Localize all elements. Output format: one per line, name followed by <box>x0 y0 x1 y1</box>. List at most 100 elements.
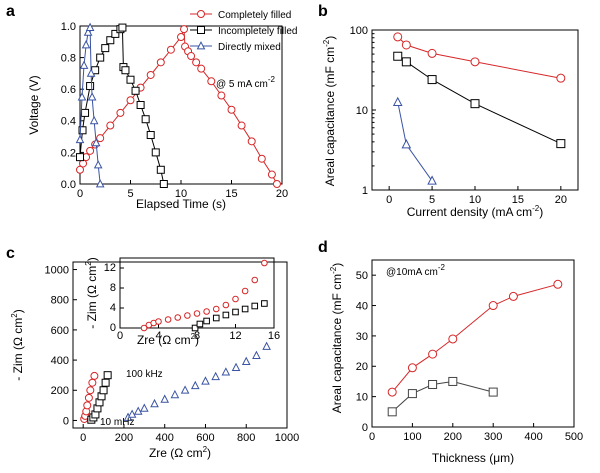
c-ylabel-sup: 2 <box>10 313 19 318</box>
pc-ytick-label: 1000 <box>45 264 69 276</box>
c-inset-point <box>222 311 230 319</box>
pc-ytick-label: 800 <box>51 295 69 307</box>
pa-point <box>81 40 91 49</box>
pa-point <box>131 86 140 95</box>
b-ylabel: Areal capacitance (mF cm-2) <box>322 36 337 187</box>
c-inset-point <box>212 305 220 313</box>
b-xlabel-base: Current density (mA cm <box>407 205 532 219</box>
pc-ytick-label: 200 <box>51 385 69 397</box>
pa-ytick-label: 0.2 <box>61 147 76 159</box>
pa-xtick-label: 20 <box>276 188 288 200</box>
pc-point <box>88 378 97 387</box>
pc-point <box>241 356 251 365</box>
c-inset-xtick-label: 8 <box>194 330 200 342</box>
pd-point <box>387 407 397 417</box>
pb-xtick-label: 5 <box>429 194 435 206</box>
pb-point <box>556 139 566 149</box>
c-inset-point <box>164 316 172 323</box>
d-ylabel-base: Areal capacitance (mF cm <box>330 274 344 413</box>
pb-point <box>393 32 403 42</box>
d-ylabel-end: ) <box>330 263 344 267</box>
pb-point <box>401 57 411 67</box>
pd-xtick-label: 0 <box>369 431 375 443</box>
chart-d: 0 100 200 300 400 500 0 10 20 30 40 50 Thickness (μm… <box>329 259 583 465</box>
pa-point <box>227 105 236 114</box>
pa-point <box>106 121 115 130</box>
pb-xtick-label: 20 <box>555 194 567 206</box>
pa-point <box>116 108 125 117</box>
d-annotation-base: @10mA cm <box>386 267 438 278</box>
pb-point <box>470 99 480 109</box>
pa-point <box>151 148 160 157</box>
c-xlabel: Zre (Ω cm2) <box>149 445 211 460</box>
b-xlabel-sup: -2 <box>532 204 540 213</box>
pb-point <box>392 96 403 107</box>
d-annotation: @10mA cm-2 <box>386 263 446 278</box>
c-inset-frame <box>119 257 275 329</box>
pa-point <box>81 108 90 117</box>
pc-point <box>160 394 170 403</box>
pa-point <box>76 153 84 162</box>
pa-point <box>156 165 165 174</box>
pb-ytick-label: 100 <box>350 25 368 37</box>
pa-point <box>86 68 96 77</box>
pd-xtick-label: 300 <box>484 431 502 443</box>
pb-frame <box>371 29 579 191</box>
pd-point <box>488 301 498 311</box>
c-xlabel-sup: 2 <box>203 445 208 454</box>
pc-xtick-label: 400 <box>156 432 174 444</box>
a-xlabel: Elapsed Time (s) <box>136 197 226 211</box>
c-ylabel-base: - Zim (Ω cm <box>11 318 25 381</box>
c-inset-point <box>261 300 268 307</box>
pa-point <box>207 77 216 86</box>
d-ylabel-sup: -2 <box>329 266 338 274</box>
pb-ytick-label: 1 <box>362 185 368 197</box>
pb-series-line-0 <box>397 36 561 79</box>
c-inset-ytick-label: 8 <box>110 282 116 294</box>
pa-point <box>89 115 99 125</box>
pa-point <box>126 96 135 105</box>
pc-point <box>262 341 271 350</box>
pd-point <box>428 349 438 359</box>
pc-point <box>103 371 112 380</box>
pd-xtick-label: 500 <box>565 431 583 443</box>
a-legend-marker <box>197 26 205 34</box>
pc-point <box>133 406 143 415</box>
pb-point <box>427 48 437 58</box>
pb-xtick-label: 0 <box>386 194 392 206</box>
pd-ytick-label: 50 <box>356 270 368 282</box>
c-inset-point <box>251 276 259 284</box>
pa-xtick-label: 5 <box>127 188 133 200</box>
c-inset-xlabel-base: Zre (Ω cm <box>137 333 191 347</box>
c-inset-xtick-label: 16 <box>268 330 280 342</box>
pa-point <box>121 66 130 75</box>
pa-point <box>197 64 206 73</box>
c-inset-ylabel: - Zim (Ω cm2) <box>84 257 99 328</box>
panel-letter-a: a <box>6 3 15 20</box>
pa-point <box>87 92 97 101</box>
pd-frame <box>371 259 575 428</box>
c-inset-xlabel-end: ) <box>195 333 199 347</box>
pc-point <box>90 371 99 380</box>
pa-ytick-label: 1.0 <box>61 21 76 33</box>
pa-series-line-2 <box>79 27 101 185</box>
c-ylabel-end: ) <box>11 309 25 313</box>
b-ylabel-sup: -2 <box>322 39 331 47</box>
pd-ytick-label: 0 <box>362 422 368 434</box>
pb-xtick-label: 10 <box>469 194 481 206</box>
pa-point <box>166 45 175 54</box>
pa-point <box>247 137 256 146</box>
pb-series-line-2 <box>397 102 433 182</box>
pa-point <box>101 44 110 53</box>
pa-point <box>217 91 226 100</box>
pc-ytick-label: 0 <box>63 415 69 427</box>
pc-point <box>221 367 231 376</box>
pb-point <box>401 139 412 149</box>
pb-point <box>393 51 403 61</box>
pc-point <box>211 371 220 381</box>
pa-ytick-label: 0.6 <box>61 84 76 96</box>
c-inset-point <box>203 317 210 325</box>
